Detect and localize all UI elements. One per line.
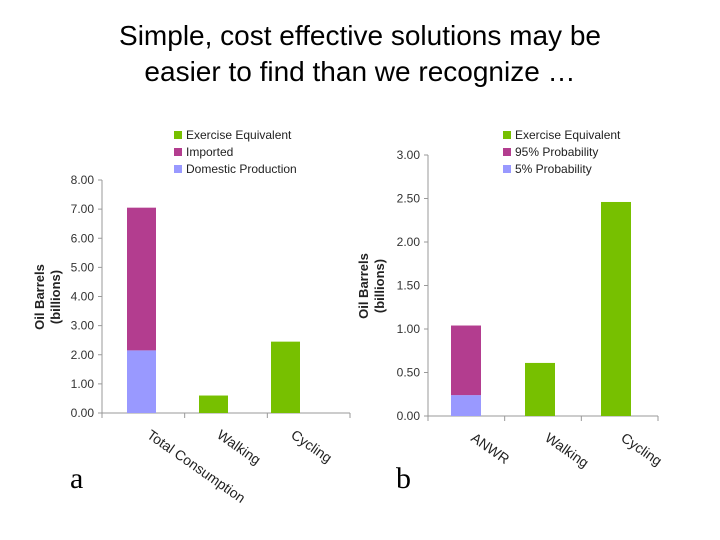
legend-swatch xyxy=(174,165,182,173)
bar-95-probability-anwr xyxy=(451,325,481,396)
x-category-label: Walking xyxy=(214,426,264,467)
legend-swatch xyxy=(503,148,511,156)
bar-domestic-production-total-consumption xyxy=(127,350,156,413)
y-tick-label: 0.00 xyxy=(397,409,421,423)
y-axis-label-units: (billions) xyxy=(372,259,387,313)
y-tick-label: 0.00 xyxy=(71,406,95,420)
y-tick-label: 3.00 xyxy=(71,319,95,333)
y-tick-label: 2.50 xyxy=(397,192,421,206)
legend-label: 95% Probability xyxy=(515,145,598,159)
y-axis-label: Oil Barrels xyxy=(32,264,47,330)
legend-label: Domestic Production xyxy=(186,162,297,176)
y-tick-label: 4.00 xyxy=(71,290,95,304)
legend-label: Imported xyxy=(186,145,233,159)
title-line-2: easier to find than we recognize … xyxy=(144,56,576,87)
y-tick-label: 1.00 xyxy=(71,377,95,391)
y-axis-label: Oil Barrels xyxy=(356,253,371,319)
panel-label-a: a xyxy=(70,462,84,495)
legend-label: 5% Probability xyxy=(515,162,592,176)
y-tick-label: 5.00 xyxy=(71,260,95,274)
legend-label: Exercise Equivalent xyxy=(515,128,621,142)
y-tick-label: 3.00 xyxy=(397,148,421,162)
legend-swatch xyxy=(503,165,511,173)
x-category-label: Walking xyxy=(542,429,592,470)
slide-title: Simple, cost effective solutions may be … xyxy=(0,18,720,90)
panel-label-b: b xyxy=(396,462,411,495)
y-tick-label: 0.50 xyxy=(397,366,421,380)
x-category-label: ANWR xyxy=(468,429,512,467)
legend-swatch xyxy=(503,131,511,139)
bar-exercise-equivalent-cycling xyxy=(271,341,300,413)
chart-a: 0.00 1.00 2.00 3.00 4.00 5.00 6.00 7.00 8.00 Oil … xyxy=(32,128,351,506)
y-tick-label: 6.00 xyxy=(71,231,95,245)
bar-5-probability-anwr xyxy=(451,395,481,416)
legend-swatch xyxy=(174,148,182,156)
bar-imported-total-consumption xyxy=(127,207,156,351)
title-line-1: Simple, cost effective solutions may be xyxy=(119,20,601,51)
y-axis-label-units: (billions) xyxy=(48,270,63,324)
legend-swatch xyxy=(174,131,182,139)
y-tick-label: 1.50 xyxy=(397,279,421,293)
chart-b: 0.00 0.50 1.00 1.50 2.00 2.50 3.00 Oil Barrels(… xyxy=(356,128,665,471)
y-tick-label: 7.00 xyxy=(71,202,95,216)
x-category-label: Cycling xyxy=(288,426,335,465)
bar-exercise-equivalent-walking xyxy=(199,395,228,413)
y-tick-label: 8.00 xyxy=(71,173,95,187)
x-category-label: Cycling xyxy=(618,429,665,468)
y-tick-label: 1.00 xyxy=(397,322,421,336)
bar-exercise-equivalent-cycling xyxy=(601,201,631,416)
bar-exercise-equivalent-walking xyxy=(525,362,555,416)
y-tick-label: 2.00 xyxy=(397,235,421,249)
y-tick-label: 2.00 xyxy=(71,348,95,362)
legend-label: Exercise Equivalent xyxy=(186,128,292,142)
